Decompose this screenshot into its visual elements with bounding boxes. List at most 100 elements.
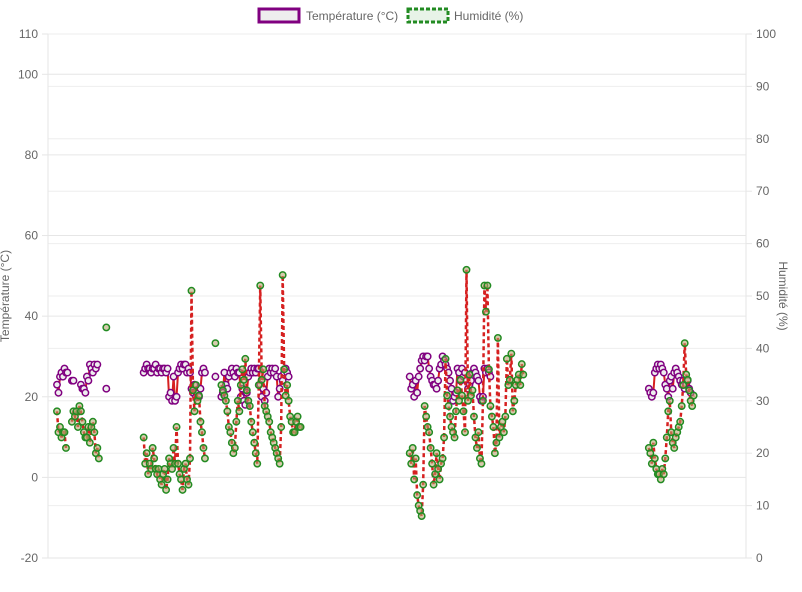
humidity-point[interactable]: [477, 459, 486, 468]
temperature-point[interactable]: [54, 388, 63, 397]
temperature-point[interactable]: [102, 384, 111, 393]
humidity-point[interactable]: [90, 428, 99, 437]
temperature-point[interactable]: [93, 360, 102, 369]
humidity-point[interactable]: [685, 386, 694, 395]
humidity-point[interactable]: [150, 454, 159, 463]
humidity-point[interactable]: [420, 402, 429, 410]
humidity-point[interactable]: [510, 396, 519, 405]
humidity-point[interactable]: [142, 449, 151, 458]
humidity-point[interactable]: [174, 459, 182, 468]
humidity-point[interactable]: [664, 407, 673, 416]
temperature-point[interactable]: [211, 372, 220, 381]
humidity-point[interactable]: [677, 402, 686, 410]
humidity-point[interactable]: [253, 459, 262, 468]
humidity-point[interactable]: [139, 433, 148, 442]
humidity-point[interactable]: [465, 370, 474, 379]
humidity-point[interactable]: [519, 370, 528, 379]
humidity-point[interactable]: [162, 485, 171, 494]
humidity-point[interactable]: [489, 423, 498, 431]
humidity-point[interactable]: [178, 485, 187, 494]
humidity-point[interactable]: [484, 365, 493, 374]
humidity-point[interactable]: [507, 349, 516, 358]
humidity-point[interactable]: [446, 412, 455, 421]
humidity-point[interactable]: [241, 354, 250, 363]
humidity-point[interactable]: [508, 407, 517, 416]
humidity-point[interactable]: [516, 381, 525, 390]
humidity-point[interactable]: [679, 381, 688, 390]
humidity-point[interactable]: [181, 459, 190, 468]
humidity-point[interactable]: [187, 286, 196, 295]
humidity-point[interactable]: [211, 339, 220, 348]
humidity-point[interactable]: [649, 438, 658, 447]
humidity-point[interactable]: [60, 428, 69, 437]
humidity-point[interactable]: [495, 433, 504, 442]
humidity-point[interactable]: [413, 491, 422, 500]
humidity-point[interactable]: [235, 407, 244, 416]
humidity-point[interactable]: [148, 444, 157, 452]
humidity-point[interactable]: [73, 423, 82, 431]
humidity-point[interactable]: [458, 391, 466, 400]
humidity-point[interactable]: [226, 428, 235, 437]
temperature-point[interactable]: [166, 388, 175, 397]
humidity-point[interactable]: [233, 396, 242, 405]
temperature-point[interactable]: [271, 364, 280, 373]
humidity-point[interactable]: [478, 396, 487, 405]
humidity-point[interactable]: [93, 444, 102, 452]
humidity-point[interactable]: [277, 423, 286, 431]
humidity-point[interactable]: [85, 438, 94, 447]
temperature-point[interactable]: [172, 392, 181, 401]
humidity-point[interactable]: [238, 365, 247, 374]
humidity-point[interactable]: [275, 459, 284, 468]
humidity-point[interactable]: [290, 428, 299, 437]
temperature-point[interactable]: [432, 384, 441, 393]
humidity-point[interactable]: [505, 375, 514, 384]
humidity-point[interactable]: [221, 396, 230, 405]
humidity-point[interactable]: [196, 417, 205, 426]
humidity-point[interactable]: [247, 417, 256, 426]
humidity-point[interactable]: [462, 265, 471, 274]
humidity-point[interactable]: [502, 354, 511, 363]
humidity-point[interactable]: [481, 307, 490, 316]
humidity-point[interactable]: [493, 333, 502, 342]
humidity-point[interactable]: [474, 428, 483, 437]
humidity-point[interactable]: [223, 407, 232, 416]
humidity-point[interactable]: [184, 480, 193, 489]
humidity-point[interactable]: [665, 396, 674, 405]
humidity-point[interactable]: [157, 480, 166, 489]
temperature-point[interactable]: [163, 364, 172, 373]
humidity-point[interactable]: [689, 391, 698, 400]
temperature-point[interactable]: [434, 376, 443, 385]
humidity-point[interactable]: [198, 428, 206, 437]
humidity-point[interactable]: [483, 281, 492, 290]
temperature-point[interactable]: [405, 372, 414, 381]
humidity-point[interactable]: [443, 391, 452, 400]
humidity-point[interactable]: [419, 480, 428, 489]
humidity-point[interactable]: [468, 386, 477, 395]
humidity-point[interactable]: [456, 375, 465, 384]
humidity-point[interactable]: [278, 271, 287, 279]
humidity-point[interactable]: [450, 433, 459, 442]
humidity-point[interactable]: [425, 428, 434, 437]
humidity-point[interactable]: [283, 381, 292, 390]
humidity-point[interactable]: [160, 464, 169, 473]
temperature-point[interactable]: [200, 368, 209, 377]
temperature-point[interactable]: [84, 376, 93, 385]
humidity-point[interactable]: [501, 412, 510, 421]
temperature-point[interactable]: [81, 388, 90, 397]
humidity-point[interactable]: [239, 375, 248, 384]
humidity-point[interactable]: [662, 433, 671, 442]
humidity-point[interactable]: [163, 475, 172, 484]
humidity-point[interactable]: [470, 412, 478, 421]
humidity-point[interactable]: [517, 360, 526, 369]
temperature-point[interactable]: [423, 352, 432, 361]
legend-item-humidity[interactable]: Humidité (%): [406, 7, 523, 24]
humidity-point[interactable]: [195, 391, 203, 400]
humidity-point[interactable]: [190, 407, 199, 416]
temperature-point[interactable]: [53, 380, 61, 389]
humidity-point[interactable]: [650, 454, 659, 463]
humidity-point[interactable]: [53, 407, 61, 416]
humidity-point[interactable]: [242, 386, 251, 395]
temperature-point[interactable]: [69, 376, 78, 385]
temperature-point[interactable]: [416, 364, 425, 373]
humidity-point[interactable]: [459, 407, 468, 416]
